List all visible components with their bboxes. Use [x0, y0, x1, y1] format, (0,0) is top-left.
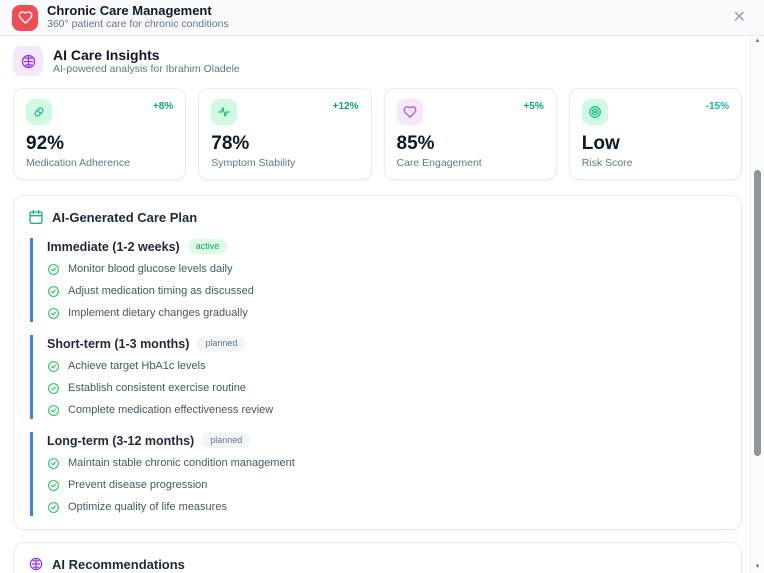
check-circle-icon — [48, 361, 59, 372]
heart-icon — [396, 99, 423, 125]
modal-content: AI Care Insights AI-powered analysis for… — [0, 36, 750, 573]
pill-icon — [26, 99, 52, 125]
metric-label: Care Engagement — [396, 157, 482, 169]
check-circle-icon — [48, 286, 59, 297]
header-text-block: Chronic Care Management 360° patient car… — [47, 4, 229, 31]
calendar-icon — [29, 210, 43, 224]
plan-item-label: Establish consistent exercise routine — [68, 382, 246, 394]
care-plan-phase-long-term: Long-term (3-12 months) planned Maintain… — [30, 432, 727, 516]
plan-item: Maintain stable chronic condition manage… — [47, 457, 727, 470]
check-circle-icon — [48, 308, 59, 319]
brain-icon — [13, 46, 43, 76]
check-circle-icon — [48, 405, 59, 416]
check-circle-icon — [48, 502, 59, 513]
plan-item: Achieve target HbA1c levels — [47, 360, 727, 373]
plan-item: Adjust medication timing as discussed — [47, 285, 727, 298]
care-plan-phase-short-term: Short-term (1-3 months) planned Achieve … — [30, 335, 727, 419]
plan-item-label: Complete medication effectiveness review — [68, 404, 274, 416]
section-title: AI Care Insights — [53, 46, 160, 63]
recommendations-title: AI Recommendations — [52, 556, 185, 572]
metric-value: 78% — [211, 133, 250, 154]
close-button[interactable]: ✕ — [727, 8, 752, 28]
metric-label: Symptom Stability — [211, 157, 296, 169]
trend-value: +5% — [523, 101, 544, 112]
metric-value: Low — [581, 133, 620, 154]
metric-card-care-engagement: +5% 85% Care Engagement — [383, 88, 557, 180]
trend-value: +8% — [152, 101, 174, 112]
scroll-up-icon[interactable]: ▲ — [754, 38, 761, 44]
metric-card-symptom-stability: +12% 78% Symptom Stability — [198, 88, 372, 180]
metric-label: Medication Adherence — [26, 157, 130, 169]
plan-item: Complete medication effectiveness review — [47, 404, 727, 417]
plan-item-label: Implement dietary changes gradually — [68, 307, 248, 319]
metric-card-medication-adherence: +8% 92% Medication Adherence — [13, 88, 187, 180]
plan-item-label: Prevent disease progression — [68, 479, 208, 491]
brain-icon — [29, 557, 43, 571]
plan-item: Optimize quality of life measures — [47, 501, 727, 514]
target-icon — [581, 99, 608, 125]
check-circle-icon — [48, 383, 59, 394]
phase-title: Short-term (1-3 months) — [47, 336, 190, 351]
plan-item-label: Optimize quality of life measures — [68, 501, 227, 513]
activity-icon — [211, 99, 238, 125]
status-badge: planned — [197, 336, 246, 351]
recommendations-card: AI Recommendations Medication Review Due… — [13, 542, 742, 573]
phase-title: Long-term (3-12 months) — [47, 433, 195, 448]
phase-title: Immediate (1-2 weeks) — [47, 239, 180, 254]
section-subtitle: AI-powered analysis for Ibrahim Oladele — [53, 62, 240, 75]
scrollbar-thumb[interactable] — [754, 170, 761, 456]
modal-header: Chronic Care Management 360° patient car… — [0, 0, 764, 36]
page-subtitle: 360° patient care for chronic conditions — [47, 18, 229, 30]
check-circle-icon — [48, 458, 59, 469]
ai-care-insights-text: AI Care Insights AI-powered analysis for… — [53, 47, 240, 76]
scroll-down-icon[interactable]: ▼ — [754, 564, 761, 570]
plan-item-label: Maintain stable chronic condition manage… — [68, 457, 295, 469]
metric-card-risk-score: -15% Low Risk Score — [568, 88, 742, 180]
plan-item: Monitor blood glucose levels daily — [47, 263, 727, 276]
page-title: Chronic Care Management — [47, 3, 212, 18]
care-plan-title: AI-Generated Care Plan — [52, 209, 198, 225]
vertical-scrollbar[interactable]: ▲ ▼ — [750, 36, 764, 573]
metric-value: 85% — [396, 133, 435, 154]
status-badge: planned — [202, 433, 251, 448]
status-badge: active — [187, 239, 228, 254]
check-circle-icon — [48, 264, 59, 275]
check-circle-icon — [48, 480, 59, 491]
plan-item-label: Adjust medication timing as discussed — [68, 285, 254, 297]
metric-value: 92% — [26, 133, 65, 154]
plan-item: Implement dietary changes gradually — [47, 307, 727, 320]
plan-item: Prevent disease progression — [47, 479, 727, 492]
care-plan-card: AI-Generated Care Plan Immediate (1-2 we… — [13, 195, 742, 530]
metric-label: Risk Score — [581, 157, 633, 169]
care-plan-phase-immediate: Immediate (1-2 weeks) active Monitor blo… — [30, 238, 727, 322]
heart-app-icon — [12, 4, 38, 31]
trend-value: +12% — [332, 101, 359, 112]
metrics-row: +8% 92% Medication Adherence +12% 78% Sy… — [13, 88, 742, 180]
ai-care-insights-header: AI Care Insights AI-powered analysis for… — [13, 46, 742, 76]
trend-value: -15% — [705, 101, 729, 112]
plan-item-label: Monitor blood glucose levels daily — [68, 263, 233, 275]
plan-item-label: Achieve target HbA1c levels — [68, 360, 206, 372]
plan-item: Establish consistent exercise routine — [47, 382, 727, 395]
